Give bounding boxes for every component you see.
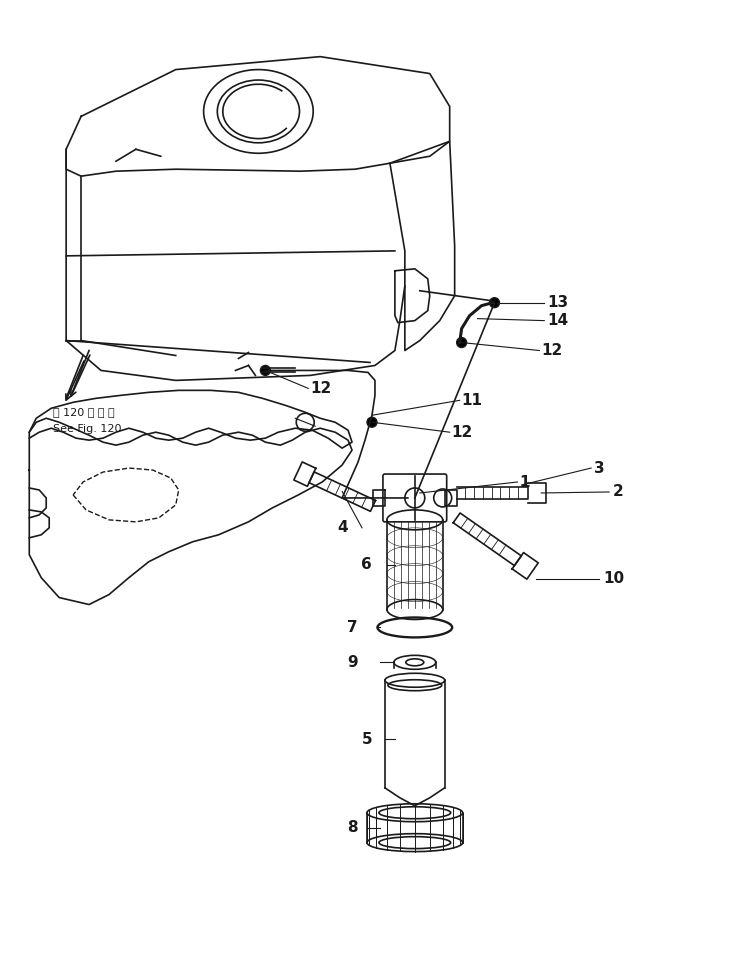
Text: 2: 2: [613, 484, 624, 499]
Text: 13: 13: [548, 295, 569, 310]
Text: 11: 11: [461, 393, 483, 408]
Text: 7: 7: [347, 620, 358, 635]
Text: 6: 6: [361, 558, 372, 572]
Text: 3: 3: [594, 461, 604, 475]
Text: See Fig. 120: See Fig. 120: [53, 424, 122, 435]
Circle shape: [490, 298, 499, 308]
Text: 12: 12: [452, 425, 473, 439]
Text: 12: 12: [542, 343, 563, 358]
Text: 第 120 図 参 照: 第 120 図 参 照: [53, 408, 115, 417]
Circle shape: [261, 366, 270, 376]
Text: 8: 8: [347, 820, 358, 835]
Circle shape: [457, 338, 466, 348]
Text: 14: 14: [548, 313, 569, 328]
Circle shape: [367, 417, 377, 427]
Text: 4: 4: [337, 521, 348, 535]
Text: 1: 1: [520, 474, 530, 490]
Text: 10: 10: [603, 571, 624, 587]
Text: 9: 9: [347, 654, 358, 670]
Text: 12: 12: [310, 380, 331, 396]
Text: 5: 5: [361, 732, 372, 746]
